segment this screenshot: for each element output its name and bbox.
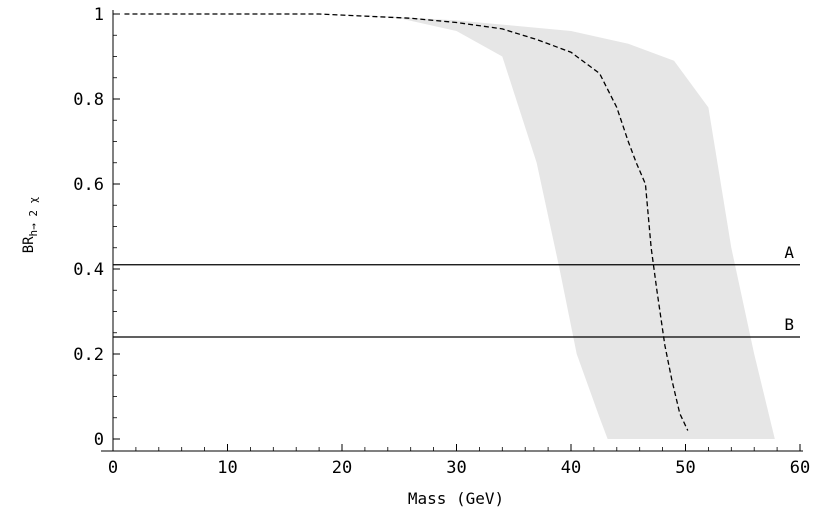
x-tick-label: 50 — [675, 458, 695, 478]
hline-label-a: A — [784, 243, 794, 262]
y-axis-title: BRh→ 2 χ — [21, 196, 40, 253]
x-tick-label: 10 — [217, 458, 237, 478]
x-tick-label: 60 — [790, 458, 810, 478]
series-line-0 — [124, 13, 689, 431]
x-tick-label: 20 — [332, 458, 352, 478]
x-tick-label: 30 — [446, 458, 466, 478]
y-tick-label: 1 — [94, 5, 104, 25]
axes: 00.20.40.60.810 10 20 30 40 50 60 — [73, 5, 810, 478]
plot-area: AB — [113, 13, 800, 439]
y-tick-label: 0.6 — [73, 175, 104, 195]
x-tick-label: 40 — [561, 458, 581, 478]
x-axis-title: Mass (GeV) — [408, 489, 504, 508]
y-tick-label: 0.2 — [73, 345, 104, 365]
x-tick-label: 0 — [108, 458, 118, 478]
y-tick-label: 0.8 — [73, 90, 104, 110]
hline-label-b: B — [784, 315, 794, 334]
y-tick-label: 0 — [94, 430, 104, 450]
uncertainty-band — [342, 14, 775, 439]
y-axis-title-subscript: h→ 2 χ — [27, 196, 40, 236]
y-tick-label: 0.4 — [73, 260, 104, 280]
y-axis-title-main: BR — [21, 236, 37, 253]
